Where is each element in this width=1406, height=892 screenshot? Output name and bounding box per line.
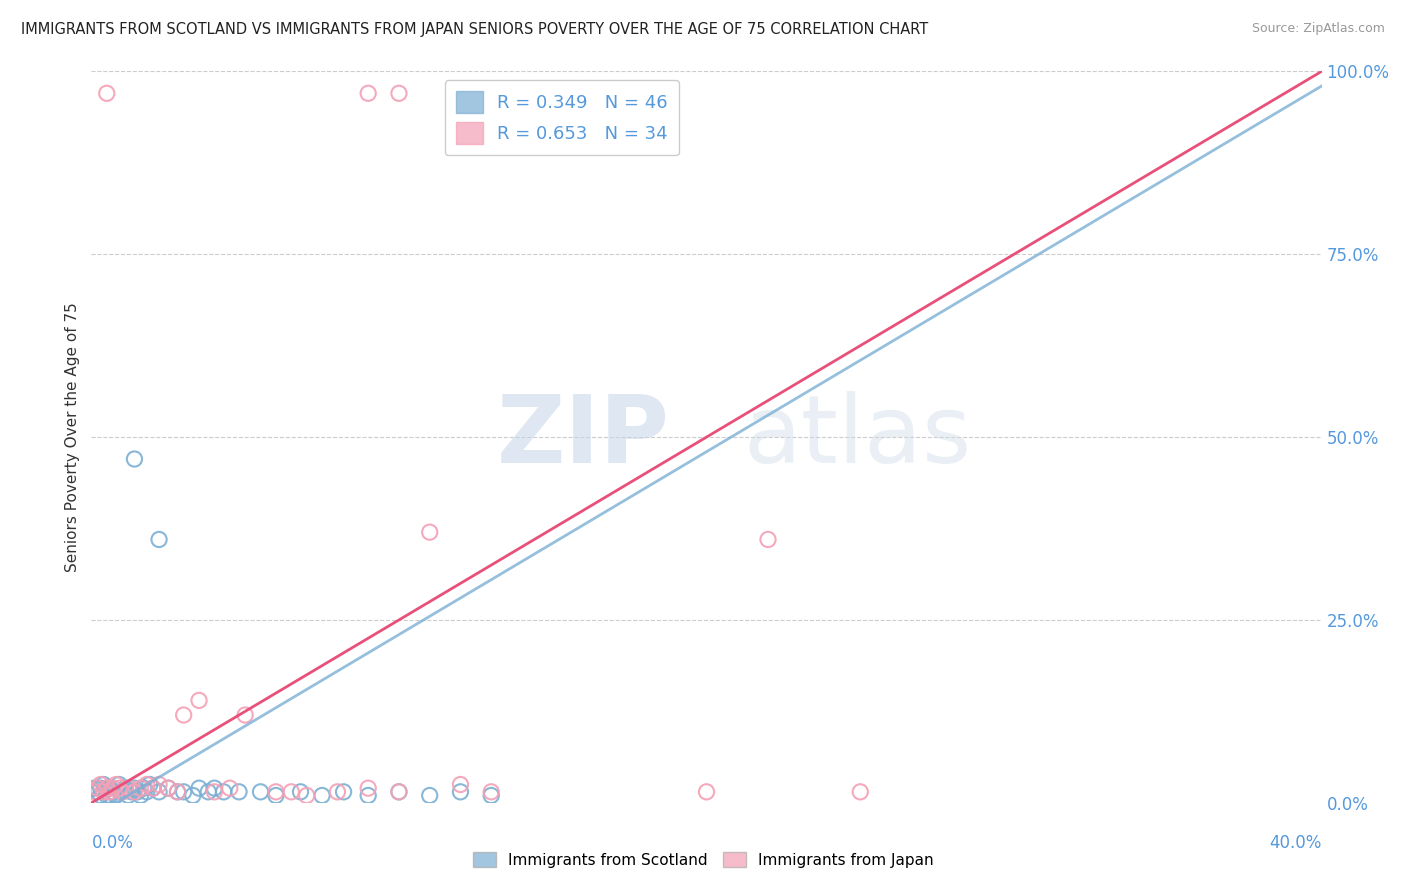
Point — [101, 785, 124, 799]
Text: atlas: atlas — [744, 391, 972, 483]
Point — [129, 789, 152, 803]
Point — [157, 781, 180, 796]
Point — [357, 87, 380, 101]
Point — [388, 87, 411, 101]
Point — [148, 777, 170, 792]
Point — [326, 785, 349, 799]
Point — [197, 785, 219, 799]
Point — [479, 785, 502, 799]
Point — [142, 781, 165, 796]
Point — [105, 777, 127, 792]
Point — [108, 781, 131, 796]
Point — [290, 785, 312, 799]
Point — [96, 87, 118, 101]
Point — [249, 785, 271, 799]
Point — [173, 785, 195, 799]
Point — [148, 533, 170, 547]
Point — [120, 785, 142, 799]
Point — [83, 781, 105, 796]
Point — [135, 777, 157, 792]
Text: 0.0%: 0.0% — [91, 834, 134, 852]
Point — [96, 781, 118, 796]
Point — [295, 789, 318, 803]
Text: 40.0%: 40.0% — [1270, 834, 1322, 852]
Y-axis label: Seniors Poverty Over the Age of 75: Seniors Poverty Over the Age of 75 — [65, 302, 80, 572]
Point — [228, 785, 250, 799]
Point — [188, 781, 211, 796]
Point — [357, 789, 380, 803]
Text: Source: ZipAtlas.com: Source: ZipAtlas.com — [1251, 22, 1385, 36]
Point — [114, 781, 136, 796]
Point — [117, 781, 139, 796]
Text: ZIP: ZIP — [496, 391, 669, 483]
Point — [157, 781, 180, 796]
Point — [86, 785, 108, 799]
Point — [166, 785, 188, 799]
Point — [93, 777, 115, 792]
Point — [86, 781, 108, 796]
Point — [124, 785, 146, 799]
Point — [132, 781, 155, 796]
Point — [264, 785, 287, 799]
Point — [332, 785, 354, 799]
Point — [142, 781, 165, 796]
Point — [98, 785, 121, 799]
Point — [98, 781, 121, 796]
Point — [148, 785, 170, 799]
Point — [419, 789, 441, 803]
Point — [449, 785, 471, 799]
Point — [90, 789, 112, 803]
Point — [111, 785, 134, 799]
Point — [90, 777, 112, 792]
Point — [479, 789, 502, 803]
Point — [264, 789, 287, 803]
Point — [202, 781, 225, 796]
Point — [124, 781, 146, 796]
Point — [449, 777, 471, 792]
Point — [135, 785, 157, 799]
Point — [127, 785, 149, 799]
Point — [111, 785, 134, 799]
Point — [212, 785, 235, 799]
Point — [96, 781, 118, 796]
Point — [357, 781, 380, 796]
Point — [233, 708, 256, 723]
Point — [117, 789, 139, 803]
Point — [173, 708, 195, 723]
Point — [124, 452, 146, 467]
Point — [280, 785, 302, 799]
Point — [388, 785, 411, 799]
Point — [90, 781, 112, 796]
Point — [101, 781, 124, 796]
Point — [202, 785, 225, 799]
Point — [93, 785, 115, 799]
Point — [218, 781, 240, 796]
Point — [108, 777, 131, 792]
Point — [849, 785, 872, 799]
Legend: R = 0.349   N = 46, R = 0.653   N = 34: R = 0.349 N = 46, R = 0.653 N = 34 — [444, 80, 679, 155]
Point — [129, 781, 152, 796]
Text: IMMIGRANTS FROM SCOTLAND VS IMMIGRANTS FROM JAPAN SENIORS POVERTY OVER THE AGE O: IMMIGRANTS FROM SCOTLAND VS IMMIGRANTS F… — [21, 22, 928, 37]
Point — [98, 789, 121, 803]
Point — [388, 785, 411, 799]
Point — [139, 777, 162, 792]
Point — [105, 789, 127, 803]
Legend: Immigrants from Scotland, Immigrants from Japan: Immigrants from Scotland, Immigrants fro… — [467, 846, 939, 873]
Point — [96, 789, 118, 803]
Point — [188, 693, 211, 707]
Point — [181, 789, 204, 803]
Point — [419, 525, 441, 540]
Point — [93, 785, 115, 799]
Point — [166, 785, 188, 799]
Point — [696, 785, 718, 799]
Point — [311, 789, 333, 803]
Point — [83, 785, 105, 799]
Point — [756, 533, 779, 547]
